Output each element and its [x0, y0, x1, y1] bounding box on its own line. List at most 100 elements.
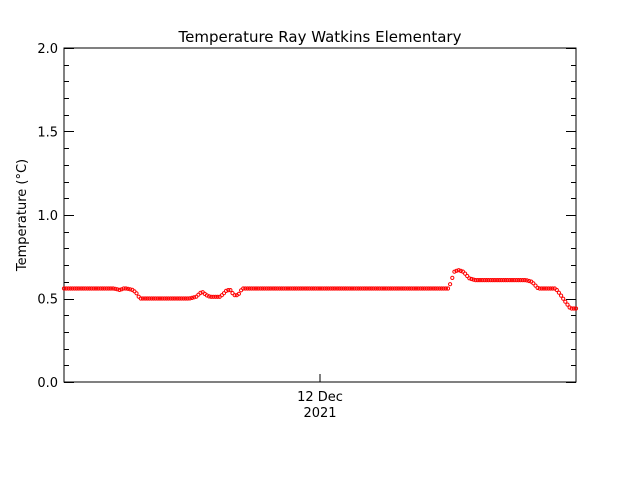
data-point [499, 278, 504, 283]
data-point [362, 286, 367, 291]
data-point [550, 286, 555, 291]
data-point [544, 286, 549, 291]
data-point [356, 286, 361, 291]
data-point [236, 291, 241, 296]
plot-frame [63, 47, 577, 383]
data-point [512, 278, 517, 283]
data-point [70, 286, 75, 291]
data-point [399, 286, 404, 291]
data-point [317, 286, 323, 291]
data-point [285, 286, 291, 291]
data-point [215, 294, 220, 299]
data-point [352, 286, 357, 291]
data-point [221, 291, 227, 296]
data-point [339, 286, 344, 291]
data-point [396, 286, 401, 291]
data-point [68, 286, 73, 291]
data-point [281, 286, 286, 291]
data-point [76, 286, 82, 291]
data-point [177, 296, 182, 301]
data-point [155, 296, 160, 301]
data-point [467, 276, 472, 281]
data-point [337, 286, 342, 291]
data-point [433, 286, 438, 291]
data-point [89, 286, 94, 291]
data-point [567, 305, 572, 310]
data-point [247, 286, 252, 291]
data-point [537, 286, 542, 291]
data-point [66, 286, 71, 291]
data-point [320, 286, 325, 291]
y-axis-ticks: 0.0 0.5 1.0 1.5 2.0 [37, 42, 576, 391]
data-point [106, 286, 111, 291]
data-point [573, 306, 579, 311]
data-point [98, 286, 103, 291]
data-point [407, 286, 412, 291]
data-point [371, 286, 376, 291]
data-point [140, 296, 145, 301]
data-point [183, 296, 188, 301]
data-point [364, 286, 369, 291]
data-point [209, 294, 214, 299]
data-point [264, 286, 269, 291]
data-point [490, 278, 495, 283]
data-point [390, 286, 395, 291]
data-point [384, 286, 389, 291]
data-point [326, 286, 331, 291]
data-point [256, 286, 261, 291]
data-point [456, 268, 461, 273]
data-point [166, 296, 171, 301]
data-point [198, 290, 203, 295]
data-point [486, 278, 491, 283]
data-point [473, 278, 478, 283]
data-point [426, 286, 431, 291]
data-point [64, 286, 69, 291]
data-point [138, 296, 143, 301]
data-point [522, 278, 527, 283]
data-point [260, 286, 265, 291]
data-point [253, 286, 259, 291]
data-points [61, 268, 579, 311]
data-point [569, 306, 574, 311]
data-point [87, 286, 92, 291]
data-point [226, 288, 231, 293]
data-point [121, 286, 126, 291]
data-point [332, 286, 337, 291]
data-point [143, 296, 148, 301]
data-point [386, 286, 391, 291]
data-point [394, 286, 399, 291]
data-point [441, 286, 446, 291]
data-point [213, 294, 218, 299]
data-point [443, 286, 448, 291]
data-point [298, 286, 303, 291]
data-point [275, 286, 280, 291]
data-point [418, 286, 423, 291]
data-point [495, 278, 500, 283]
data-point [117, 287, 122, 292]
y-axis-label: Temperature (°C) [15, 159, 30, 272]
data-point [185, 296, 190, 301]
data-point [307, 286, 312, 291]
data-point [524, 278, 530, 283]
data-point [102, 286, 107, 291]
data-point [271, 286, 276, 291]
data-point [388, 286, 393, 291]
data-point [125, 286, 131, 291]
data-point [147, 296, 152, 301]
data-point [181, 296, 186, 301]
data-point [439, 286, 444, 291]
data-point [563, 299, 568, 304]
data-point [61, 286, 67, 291]
data-point [431, 286, 436, 291]
data-point [85, 286, 90, 291]
data-point [392, 286, 397, 291]
data-point [249, 286, 254, 291]
data-point [157, 296, 163, 301]
data-point [79, 286, 84, 291]
data-point [128, 287, 133, 292]
data-point [100, 286, 105, 291]
data-point [149, 296, 154, 301]
data-point [179, 296, 184, 301]
data-point [335, 286, 340, 291]
